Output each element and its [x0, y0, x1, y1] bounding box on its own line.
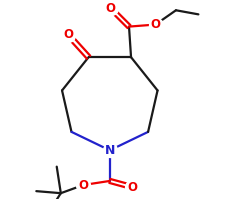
Text: O: O	[78, 179, 88, 192]
Text: O: O	[63, 28, 73, 41]
Text: N: N	[105, 144, 115, 157]
Text: O: O	[127, 181, 137, 194]
Text: O: O	[150, 18, 161, 31]
Text: O: O	[106, 2, 116, 15]
